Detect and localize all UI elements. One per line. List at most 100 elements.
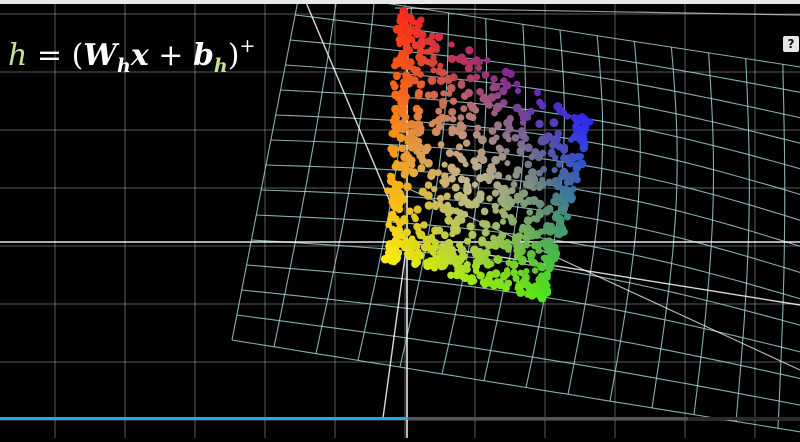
data-point xyxy=(420,221,428,229)
data-point xyxy=(399,105,408,114)
data-point xyxy=(514,87,522,94)
data-point xyxy=(560,154,569,163)
data-point xyxy=(503,148,510,155)
data-point xyxy=(448,41,455,48)
data-point xyxy=(531,241,539,250)
data-point xyxy=(524,174,532,182)
help-button[interactable]: ? xyxy=(783,36,799,52)
data-point xyxy=(530,215,538,222)
data-point xyxy=(428,120,436,128)
data-point xyxy=(477,253,484,260)
data-point xyxy=(391,113,401,123)
warped-grid-line xyxy=(241,289,800,379)
data-point xyxy=(471,181,479,188)
data-point xyxy=(463,185,472,194)
data-point xyxy=(433,228,440,235)
data-point xyxy=(517,246,526,256)
data-point xyxy=(497,185,507,194)
data-point xyxy=(447,271,455,279)
data-point xyxy=(493,255,503,264)
data-point xyxy=(384,187,392,195)
data-point xyxy=(540,166,548,173)
video-progress-bar[interactable] xyxy=(0,417,800,420)
data-point xyxy=(417,37,427,47)
data-point xyxy=(403,250,411,258)
data-point xyxy=(545,178,554,187)
point-cloud xyxy=(380,6,594,303)
data-point xyxy=(449,231,456,238)
top-border xyxy=(0,0,800,4)
data-point xyxy=(385,242,393,250)
data-point xyxy=(580,124,588,132)
data-point xyxy=(545,226,555,236)
data-point xyxy=(391,185,400,194)
data-point xyxy=(420,243,430,252)
data-point xyxy=(503,267,511,274)
data-point xyxy=(417,58,426,67)
data-point xyxy=(463,237,472,245)
data-point xyxy=(485,101,493,109)
data-point xyxy=(436,194,445,203)
data-point xyxy=(417,16,425,24)
formula-superscript: + xyxy=(239,35,256,57)
data-point xyxy=(466,101,474,109)
data-point xyxy=(408,36,416,44)
data-point xyxy=(407,167,414,174)
data-point xyxy=(556,161,563,168)
data-point xyxy=(489,85,496,92)
data-point xyxy=(512,103,522,113)
data-point xyxy=(391,181,398,188)
formula-W: W xyxy=(83,38,117,73)
data-point xyxy=(411,213,418,220)
data-point xyxy=(575,116,585,125)
formula-label: h = (Whx + bh)+ xyxy=(8,22,256,77)
data-point xyxy=(561,171,571,180)
data-point xyxy=(515,194,524,203)
data-point xyxy=(438,113,447,123)
data-point xyxy=(443,246,453,256)
data-point xyxy=(526,249,536,259)
data-point xyxy=(535,210,544,219)
data-point xyxy=(482,248,491,258)
data-point xyxy=(391,239,400,247)
data-point xyxy=(406,58,415,67)
data-point xyxy=(444,201,451,209)
data-point xyxy=(551,167,558,174)
data-point xyxy=(539,176,546,183)
data-point xyxy=(544,239,553,247)
data-point xyxy=(552,154,559,161)
data-point xyxy=(396,16,405,25)
data-point xyxy=(458,200,465,207)
data-point xyxy=(429,32,436,40)
data-point xyxy=(494,171,503,180)
data-point xyxy=(473,73,481,81)
data-point xyxy=(389,225,396,233)
data-point xyxy=(458,254,466,262)
data-point xyxy=(504,160,511,167)
data-point xyxy=(484,275,493,284)
data-point xyxy=(524,143,533,152)
data-point xyxy=(456,241,464,249)
data-point xyxy=(464,88,473,98)
data-point xyxy=(554,129,562,138)
data-point xyxy=(448,108,457,117)
data-point xyxy=(518,257,527,266)
formula-equals: = xyxy=(36,38,63,73)
data-point xyxy=(389,210,397,218)
data-point xyxy=(409,243,416,250)
data-point xyxy=(416,47,425,56)
data-point xyxy=(510,181,518,188)
warped-grid-line xyxy=(609,41,641,402)
projected-axis-line xyxy=(406,187,800,371)
data-point xyxy=(453,261,460,268)
data-point xyxy=(575,134,585,144)
data-point xyxy=(542,206,552,216)
data-point xyxy=(481,228,490,237)
data-point xyxy=(410,135,420,145)
data-point xyxy=(502,131,511,140)
data-point xyxy=(416,80,425,89)
data-point xyxy=(448,125,456,132)
data-point xyxy=(430,54,437,61)
data-point xyxy=(524,160,533,169)
